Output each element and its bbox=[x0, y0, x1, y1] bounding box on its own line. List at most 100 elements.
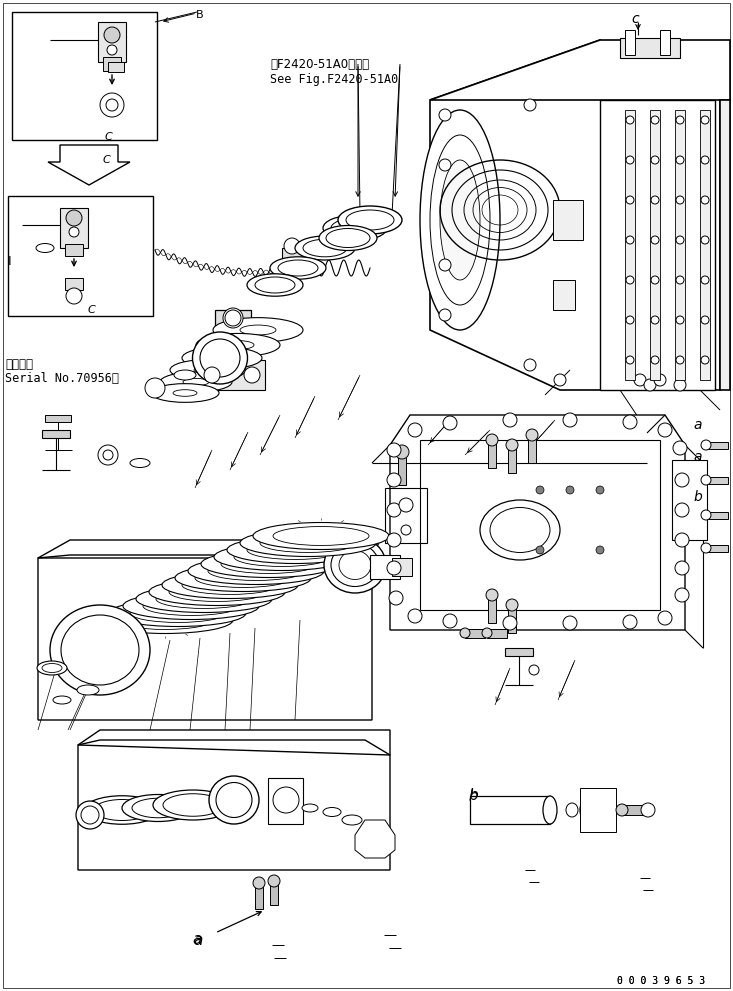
Bar bbox=[620, 38, 680, 58]
Ellipse shape bbox=[331, 218, 379, 238]
Ellipse shape bbox=[130, 459, 150, 468]
Ellipse shape bbox=[227, 536, 363, 564]
Bar bbox=[270, 883, 278, 905]
Circle shape bbox=[103, 450, 113, 460]
Ellipse shape bbox=[163, 794, 223, 817]
Circle shape bbox=[675, 588, 689, 602]
Ellipse shape bbox=[253, 522, 389, 549]
Bar bbox=[370, 555, 400, 579]
Ellipse shape bbox=[326, 229, 370, 248]
Circle shape bbox=[616, 804, 628, 816]
Text: a: a bbox=[192, 932, 202, 947]
Text: b: b bbox=[468, 789, 478, 804]
Ellipse shape bbox=[94, 800, 150, 821]
Ellipse shape bbox=[84, 796, 160, 825]
Ellipse shape bbox=[295, 236, 355, 260]
Bar bbox=[385, 488, 427, 543]
Ellipse shape bbox=[213, 318, 303, 342]
Ellipse shape bbox=[201, 550, 337, 578]
Ellipse shape bbox=[97, 606, 233, 633]
Ellipse shape bbox=[273, 526, 369, 545]
Circle shape bbox=[651, 276, 659, 284]
Text: C: C bbox=[105, 132, 113, 142]
Circle shape bbox=[651, 356, 659, 364]
Bar bbox=[60, 208, 88, 248]
Ellipse shape bbox=[207, 354, 237, 362]
Circle shape bbox=[284, 238, 300, 254]
Circle shape bbox=[66, 210, 82, 226]
Ellipse shape bbox=[641, 803, 655, 817]
Text: 0 0 0 3 9 6 5 3: 0 0 0 3 9 6 5 3 bbox=[617, 976, 705, 986]
Circle shape bbox=[253, 877, 265, 889]
Circle shape bbox=[651, 156, 659, 164]
Ellipse shape bbox=[209, 776, 259, 824]
Circle shape bbox=[701, 510, 711, 520]
Bar bbox=[508, 445, 516, 473]
Circle shape bbox=[675, 503, 689, 517]
Circle shape bbox=[675, 533, 689, 547]
Text: b: b bbox=[468, 788, 478, 803]
Circle shape bbox=[387, 473, 401, 487]
Ellipse shape bbox=[182, 576, 278, 595]
Bar bbox=[650, 110, 660, 380]
Circle shape bbox=[701, 316, 709, 324]
Circle shape bbox=[204, 367, 220, 383]
Circle shape bbox=[626, 316, 634, 324]
Polygon shape bbox=[430, 40, 720, 390]
Ellipse shape bbox=[247, 540, 343, 560]
Ellipse shape bbox=[174, 370, 196, 380]
Circle shape bbox=[387, 503, 401, 517]
Circle shape bbox=[482, 628, 492, 638]
Ellipse shape bbox=[342, 815, 362, 825]
Ellipse shape bbox=[222, 341, 254, 350]
Circle shape bbox=[651, 196, 659, 204]
Ellipse shape bbox=[196, 333, 280, 357]
Polygon shape bbox=[720, 100, 730, 390]
Circle shape bbox=[554, 374, 566, 386]
Circle shape bbox=[658, 611, 672, 625]
Circle shape bbox=[225, 310, 241, 326]
Text: See Fig.F2420-51A0: See Fig.F2420-51A0 bbox=[270, 73, 398, 86]
Ellipse shape bbox=[156, 590, 252, 608]
Circle shape bbox=[100, 93, 124, 117]
Circle shape bbox=[626, 236, 634, 244]
Circle shape bbox=[701, 236, 709, 244]
Bar bbox=[660, 30, 670, 55]
Circle shape bbox=[701, 440, 711, 450]
Text: C: C bbox=[103, 155, 111, 165]
Ellipse shape bbox=[175, 565, 311, 592]
Circle shape bbox=[626, 276, 634, 284]
Bar bbox=[420, 440, 660, 610]
Text: b: b bbox=[693, 505, 701, 519]
Ellipse shape bbox=[188, 558, 324, 585]
Ellipse shape bbox=[430, 135, 490, 305]
Polygon shape bbox=[430, 40, 730, 100]
Circle shape bbox=[536, 546, 544, 554]
Bar bbox=[398, 455, 406, 485]
Text: a: a bbox=[693, 450, 701, 464]
Ellipse shape bbox=[117, 610, 213, 629]
Circle shape bbox=[408, 609, 422, 623]
Circle shape bbox=[443, 614, 457, 628]
Circle shape bbox=[443, 416, 457, 430]
Circle shape bbox=[623, 615, 637, 629]
Ellipse shape bbox=[151, 384, 219, 402]
Circle shape bbox=[439, 259, 451, 271]
Bar bbox=[706, 512, 728, 519]
Circle shape bbox=[387, 561, 401, 575]
Circle shape bbox=[623, 415, 637, 429]
Bar bbox=[220, 355, 246, 373]
Ellipse shape bbox=[490, 507, 550, 553]
Circle shape bbox=[676, 156, 684, 164]
Circle shape bbox=[486, 434, 498, 446]
Circle shape bbox=[503, 616, 517, 630]
Bar bbox=[65, 278, 83, 290]
Text: Serial No.70956～: Serial No.70956～ bbox=[5, 372, 119, 385]
Circle shape bbox=[701, 196, 709, 204]
Circle shape bbox=[399, 498, 413, 512]
Ellipse shape bbox=[586, 798, 610, 823]
Bar bbox=[487, 629, 507, 638]
Circle shape bbox=[439, 109, 451, 121]
Bar bbox=[580, 788, 616, 832]
Bar bbox=[465, 629, 485, 638]
